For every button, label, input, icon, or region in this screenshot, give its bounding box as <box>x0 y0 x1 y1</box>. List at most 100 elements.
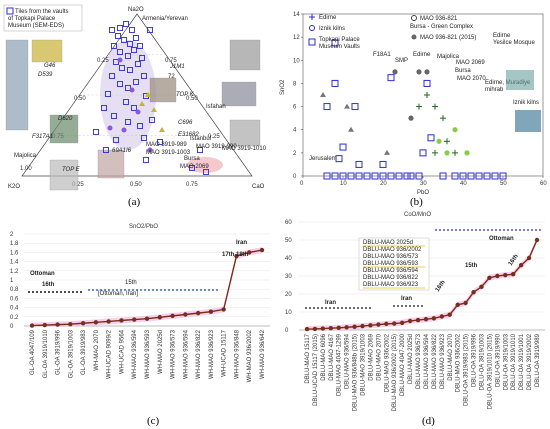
x-tick-label: DBLU-MAO 4047-2000 <box>400 333 406 396</box>
period-annotation: 16th <box>435 279 447 293</box>
scatter-point <box>432 103 438 110</box>
scatter-annotation: Jerusalem <box>309 156 337 162</box>
legend-label: Bursa - Green Complex <box>410 24 473 30</box>
y-tick-label: 50 <box>285 238 292 244</box>
panel-d-line-chart: CoO/MnO 0 10 20 30 40 50 60 DBLU-MAO 15117 DBLU-U… <box>285 212 545 427</box>
photo-thumbnail <box>31 39 63 63</box>
scatter-point <box>339 143 347 151</box>
data-point <box>259 247 265 253</box>
photo-thumbnail <box>506 70 534 90</box>
error-band <box>32 247 262 326</box>
ternary-point <box>141 135 147 141</box>
ternary-point <box>117 81 123 87</box>
x-tick-label: WH-MAO 936/848 <box>234 329 240 379</box>
period-annotation: Iran <box>325 300 336 306</box>
ternary-tick-label: 1.00 <box>20 166 32 172</box>
y-tick-label: 60 <box>285 220 292 226</box>
y-tick-label: 0 <box>10 324 14 330</box>
x-tick-label: DBLU-OA 3919/983 (2015) <box>464 334 470 406</box>
photo-thumbnail <box>49 114 79 144</box>
scatter-point <box>427 134 435 142</box>
ternary-point <box>121 37 127 43</box>
panel-label: (c) <box>147 415 160 427</box>
y-tick-label: 0.4 <box>10 306 19 312</box>
scatter-point <box>323 172 331 180</box>
scatter-point <box>331 172 339 180</box>
data-point <box>455 302 460 307</box>
ternary-point <box>123 21 129 27</box>
ternary-point <box>147 147 153 153</box>
ternary-annotation: MAO 3919-1010 <box>222 146 267 152</box>
scatter-point <box>459 172 467 180</box>
data-point <box>376 322 381 327</box>
legend-label: Museum (SEM-EDS) <box>8 23 64 29</box>
legend-marker <box>6 7 14 15</box>
y-axis-label: SnO2 <box>280 79 286 95</box>
y-tick-label: 6 <box>293 105 297 111</box>
x-tick-label: 30 <box>420 181 427 187</box>
legend-box <box>358 237 430 291</box>
data-point <box>320 326 326 331</box>
x-tick-label: DBLU-MAO 2070 <box>376 333 382 380</box>
scatter-point <box>355 172 363 180</box>
ternary-point <box>129 87 135 93</box>
ternary-annotation: Armenia/Yerevan <box>142 16 188 22</box>
x-tick-label: WH-MAO 936/822 <box>196 329 202 379</box>
x-tick-label: 0 <box>300 181 304 187</box>
y-tick-label: 1 <box>10 278 14 284</box>
ternary-point <box>131 105 137 111</box>
ternary-tick-label: 0.25 <box>208 134 220 140</box>
ternary-point <box>159 127 165 132</box>
ternary-point <box>101 105 107 111</box>
legend-label: Topkapi Palace <box>319 37 360 43</box>
data-point <box>534 237 540 243</box>
data-point <box>503 272 508 278</box>
x-tick-label: DBLU-MAO 4167 <box>329 333 335 380</box>
ternary-annotation: Majolica <box>14 153 37 159</box>
legend-label: Iznik kilns <box>319 26 345 32</box>
data-point <box>42 322 47 328</box>
legend-label: DBLU-MAO 936/822 <box>363 275 419 281</box>
x-tick-label: DBLU-UCAD 15117 (2015) <box>313 334 319 406</box>
legend-label: MAO 936-821 <box>420 16 458 22</box>
chart-title: CoO/MnO <box>404 212 431 218</box>
scatter-point <box>403 172 411 180</box>
legend-label: Edirne <box>493 33 511 39</box>
legend-marker <box>411 34 417 40</box>
x-tick-label: WH-MAO 2025d <box>158 330 164 374</box>
data-point <box>170 313 175 319</box>
x-tick-label: 60 <box>540 181 547 187</box>
ternary-point <box>125 53 131 59</box>
photo-thumbnail <box>515 110 541 132</box>
data-point <box>487 275 492 280</box>
ternary-annotation: 72 <box>168 74 175 80</box>
y-tick-label: 14 <box>293 12 300 18</box>
x-tick-label: 40 <box>460 181 467 187</box>
data-point <box>360 323 365 329</box>
ternary-point <box>137 123 143 129</box>
data-point <box>352 324 357 329</box>
x-tick-label: DBLU-OA 3919/996 <box>472 333 478 387</box>
scatter-point <box>408 115 414 121</box>
x-tick-label: DBLU-OA 3919/989 <box>535 333 541 387</box>
panel-label: (d) <box>422 415 435 427</box>
x-tick-label: DBLU-OA 3919/1010 (2015) <box>487 334 493 409</box>
ternary-point <box>123 99 129 105</box>
y-tick-label: 0.8 <box>10 287 19 293</box>
data-point <box>195 310 201 316</box>
x-tick-label: WH-MAO 936/642 <box>260 329 266 379</box>
data-point <box>312 326 318 332</box>
legend-label: DBLU-MAO 936/594 <box>363 268 419 274</box>
scatter-point <box>387 172 395 180</box>
ternary-point <box>137 43 143 49</box>
y-tick-label: 0.2 <box>10 315 19 321</box>
scatter-annotation: Edirne <box>413 52 431 58</box>
period-annotation: [Ottoman, Iran] <box>98 291 138 297</box>
ternary-point <box>141 73 147 79</box>
legend-label: Edirne <box>319 15 337 21</box>
period-annotation: 17th 18th <box>222 252 249 258</box>
y-tick-label: 1.8 <box>10 241 19 247</box>
scatter-annotation: Majolica <box>437 54 460 60</box>
ternary-point <box>135 61 141 67</box>
ternary-annotation: Bursa <box>184 156 200 162</box>
